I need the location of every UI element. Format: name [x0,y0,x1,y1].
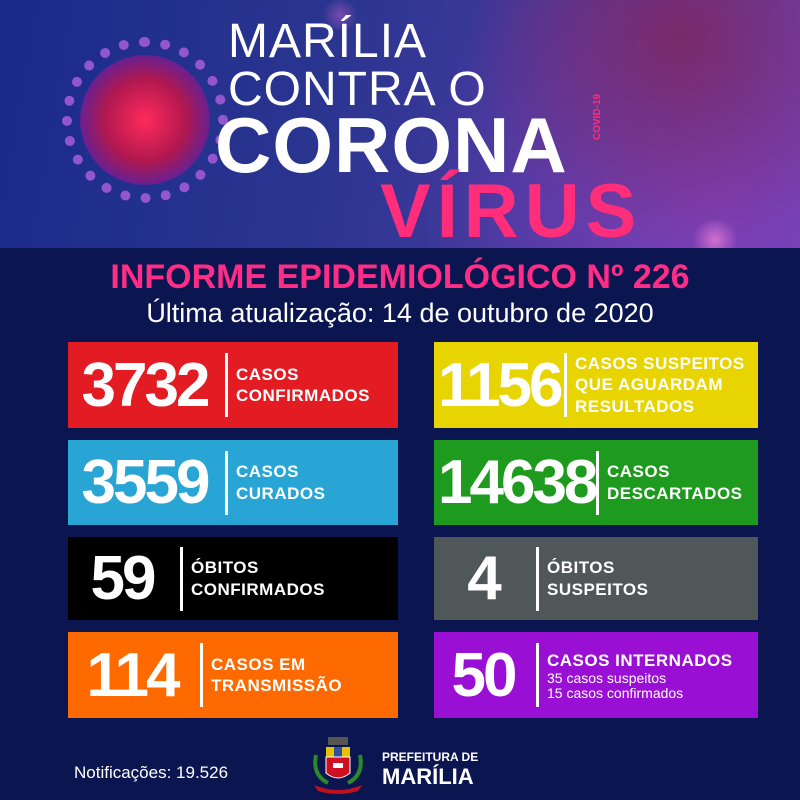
logo-line-1: PREFEITURA DE [382,750,479,764]
stat-value: 50 [451,640,518,710]
stat-label-line: CASOS [236,462,299,482]
stat-label: CASOS CURADOS [236,461,325,504]
stat-label: CASOS EM TRANSMISSÃO [211,654,342,697]
city-crest-logo [313,737,363,794]
stat-label-line: CONFIRMADOS [236,386,370,405]
stat-value: 4 [467,544,501,613]
stat-label: ÓBITOS CONFIRMADOS [191,557,325,600]
stat-card: 3732 CASOS CONFIRMADOS [68,342,398,428]
stat-label-line: DESCARTADOS [607,483,743,503]
stat-label-line: QUE AGUARDAM [575,375,723,395]
stat-label-line: CASOS SUSPEITOS [575,354,745,374]
banner-line-4: VÍRUS [380,169,643,248]
stat-value: 1156 [438,350,564,420]
logo-line-2: MARÍLIA [382,764,474,789]
stat-sub-line: 15 casos confirmados [547,684,684,701]
stat-card: 114 CASOS EM TRANSMISSÃO [68,632,398,718]
divider [200,643,203,707]
stat-value: 59 [90,544,157,613]
banner-line-3: CORONA [215,101,568,189]
stat-value: 14638 [438,448,598,517]
stat-label: CASOS CONFIRMADOS [236,364,370,407]
report-updated: Última atualização: 14 de outubro de 202… [146,298,654,328]
virus-illustration [320,0,360,30]
stat-label-line: CURADOS [236,483,326,503]
hero-banner: MARÍLIA CONTRA O CORONA COVID-19 VÍRUS [0,0,800,248]
stat-label: CASOS SUSPEITOS QUE AGUARDAM RESULTADOS [575,353,745,417]
banner-line-1: MARÍLIA [228,15,428,68]
stat-label-line: CASOS [607,462,670,482]
stat-card: 50 CASOS INTERNADOS 35 casos suspeitos 15 c… [434,632,758,718]
divider [536,643,539,707]
stat-label-line: CONFIRMADOS [191,579,325,599]
stat-card: 3559 CASOS CURADOS [68,440,398,525]
stat-value: 3732 [81,350,211,420]
stat-label-line: SUSPEITOS [547,579,649,599]
stat-label-line: ÓBITOS [547,558,615,578]
stat-value: 3559 [81,448,211,517]
banner-line-2: CONTRA O [228,63,487,116]
notifications-count: Notificações: 19.526 [74,763,229,782]
stat-sub-line: 35 casos suspeitos [547,669,667,686]
divider [225,353,228,417]
stat-label-line: ÓBITOS [191,558,259,578]
divider [536,546,539,611]
virus-illustration [62,37,228,203]
stat-label-line: CASOS INTERNADOS [547,650,733,670]
divider [225,450,228,515]
stat-label-line: RESULTADOS [575,396,695,416]
stat-card: 59 ÓBITOS CONFIRMADOS [68,537,398,620]
stat-label-line: CASOS EM [211,654,306,674]
stat-label-line: TRANSMISSÃO [211,676,343,695]
banner-covid-tag: COVID-19 [592,93,603,140]
stat-value: 114 [86,640,180,710]
stat-label: CASOS INTERNADOS 35 casos suspeitos 15 cas… [547,650,733,701]
stat-label-line: CASOS [236,364,299,384]
divider [596,450,599,515]
stat-label: ÓBITOS SUSPEITOS [547,557,649,600]
stat-label: CASOS DESCARTADOS [607,461,743,504]
virus-illustration [690,220,740,248]
divider [180,546,183,611]
stat-card: 14638 CASOS DESCARTADOS [434,440,758,525]
report-title: INFORME EPIDEMIOLÓGICO Nº 226 [110,258,690,296]
divider [564,353,567,417]
stat-card: 4 ÓBITOS SUSPEITOS [434,537,758,620]
stat-card: 1156 CASOS SUSPEITOS QUE AGUARDAM RESULTADO… [434,342,758,428]
